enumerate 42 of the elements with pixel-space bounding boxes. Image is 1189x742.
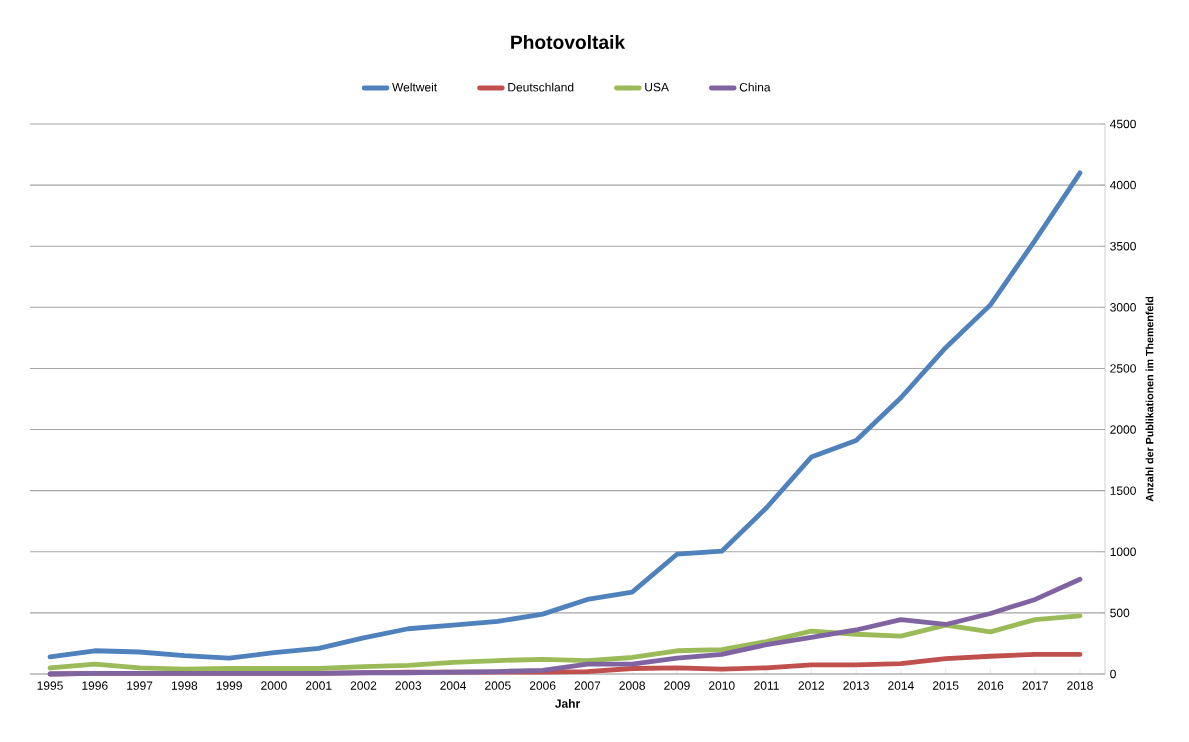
y-tick-label: 1000	[1110, 547, 1136, 557]
y-tick-label: 3500	[1110, 241, 1136, 251]
chart-title: Photovoltaik	[511, 34, 626, 50]
x-tick-label: 2016	[977, 681, 1004, 690]
x-tick-label: 1998	[171, 681, 198, 690]
y-tick-label: 2500	[1110, 364, 1136, 373]
y-axis-title: Anzahl der Publikationen im Themenfeld	[1145, 296, 1154, 502]
x-tick-label: 2015	[932, 681, 959, 690]
x-tick-label: 2006	[529, 681, 556, 690]
x-tick-label: 2001	[305, 681, 332, 690]
x-tick-label: 2014	[888, 681, 914, 690]
x-tick-label: 1995	[37, 681, 63, 690]
x-tick-label: 2009	[664, 681, 690, 690]
x-tick-label: 2005	[485, 681, 511, 690]
y-tick-label: 500	[1110, 608, 1130, 618]
x-tick-label: 2008	[619, 681, 645, 690]
x-tick-label: 2013	[843, 681, 869, 690]
x-tick-label: 2017	[1022, 681, 1048, 690]
x-tick-label: 1999	[216, 681, 242, 690]
x-tick-label: 2003	[395, 681, 422, 690]
legend-label: Weltweit	[392, 82, 438, 92]
legend-label: Deutschland	[508, 82, 574, 92]
y-tick-label: 2000	[1110, 425, 1136, 434]
x-tick-label: 1997	[127, 681, 153, 690]
x-tick-label: 2004	[440, 681, 467, 690]
x-tick-label: 1996	[82, 681, 108, 690]
x-tick-label: 2007	[574, 681, 601, 690]
x-tick-label: 2010	[709, 681, 735, 690]
x-axis-title: Jahr	[555, 699, 580, 708]
legend-label: China	[739, 82, 771, 92]
y-tick-label: 1500	[1110, 486, 1136, 495]
line-series	[47, 170, 1083, 661]
y-tick-label: 3000	[1110, 303, 1136, 312]
x-tick-label: 2000	[261, 681, 287, 690]
y-tick-label: 4500	[1109, 119, 1136, 129]
x-tick-label: 2002	[350, 681, 377, 690]
x-tick-label: 2011	[754, 681, 779, 690]
legend-label: USA	[645, 82, 669, 92]
x-tick-label: 2018	[1067, 681, 1093, 690]
x-tick-label: 2012	[798, 681, 825, 690]
y-tick-label: 4000	[1109, 180, 1136, 190]
y-tick-label: 0	[1110, 669, 1116, 679]
